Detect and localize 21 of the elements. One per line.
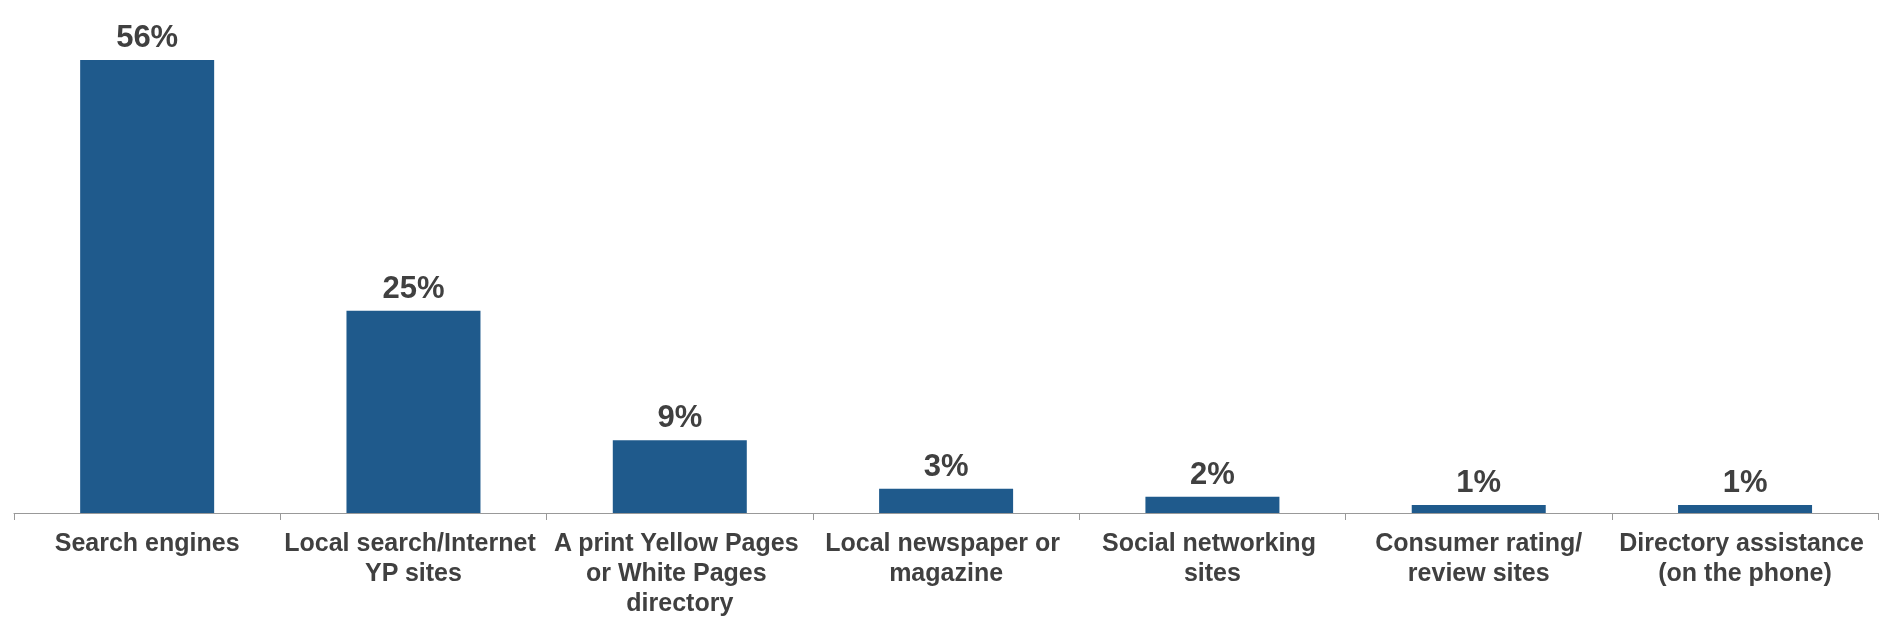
data-label: 1%	[1456, 463, 1502, 499]
x-tick-label: Local newspaper or magazine	[825, 528, 1067, 586]
data-label: 56%	[116, 19, 179, 54]
bar	[879, 488, 1014, 513]
data-label: 9%	[657, 399, 703, 435]
x-tick-label: Social networking sites	[1101, 528, 1323, 586]
bar	[1145, 496, 1280, 513]
x-tick-label: A print Yellow Pages or White Pages directory	[554, 528, 806, 616]
bar	[1678, 504, 1813, 513]
data-label: 1%	[1722, 463, 1768, 499]
bar	[80, 60, 215, 513]
x-tick-label: Directory assistance (on the phone)	[1619, 528, 1871, 586]
x-tick-label: Consumer rating/review sites	[1375, 528, 1583, 586]
bar	[1411, 504, 1546, 513]
data-label: 2%	[1190, 455, 1235, 491]
bar	[612, 440, 747, 513]
x-tick-label: Local search/Internet YP sites	[284, 528, 543, 586]
bar	[346, 310, 481, 513]
data-label: 3%	[923, 447, 969, 483]
x-tick-label: Search engines	[54, 528, 240, 556]
data-label: 25%	[382, 269, 445, 305]
